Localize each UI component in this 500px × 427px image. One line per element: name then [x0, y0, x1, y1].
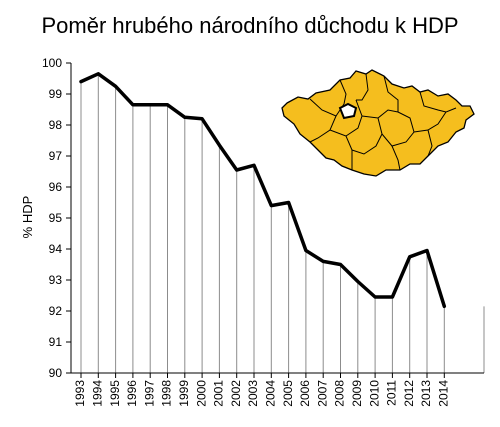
- prague-region: [338, 102, 358, 120]
- y-tick-label: 90: [49, 366, 63, 380]
- x-tick-label: 2007: [315, 380, 329, 407]
- x-tick-label: 2002: [229, 380, 243, 407]
- y-tick-label: 96: [49, 180, 63, 194]
- x-tick-label: 2008: [333, 380, 347, 407]
- x-tick-label: 2006: [298, 380, 312, 407]
- x-tick-label: 2000: [194, 380, 208, 407]
- x-tick-label: 2011: [385, 380, 399, 406]
- x-tick-label: 2014: [436, 380, 450, 407]
- x-tick-label: 1998: [160, 380, 174, 407]
- x-tick-label: 2010: [367, 380, 381, 407]
- chart-title: Poměr hrubého národního důchodu k HDP: [41, 13, 458, 38]
- x-tick-label: 2001: [212, 380, 226, 407]
- y-tick-label: 92: [49, 304, 63, 318]
- drop-lines: [80, 73, 485, 373]
- y-tick-label: 95: [49, 211, 63, 225]
- x-tick-label: 1993: [73, 380, 87, 407]
- y-tick-label: 99: [49, 87, 63, 101]
- czech-map-icon: [281, 69, 475, 177]
- series-line: [79, 72, 447, 309]
- y-tick-label: 97: [49, 149, 63, 163]
- x-ticks: 1993 1994 1995 1996 1997 1998 1999 2000 2001 2002…: [73, 373, 450, 407]
- x-tick-label: 2003: [246, 380, 260, 407]
- x-tick-label: 1996: [125, 380, 139, 407]
- czech-map-shape: [281, 69, 475, 177]
- region-borders: [309, 73, 457, 171]
- x-tick-label: 2013: [419, 380, 433, 407]
- x-tick-label: 1997: [142, 380, 156, 407]
- y-ticks: 90 91 92 93 94 95 96 97 98 99 100: [42, 56, 71, 380]
- y-tick-label: 93: [49, 273, 63, 287]
- y-axis-label: % HDP: [20, 196, 35, 239]
- y-tick-label: 98: [49, 118, 63, 132]
- x-tick-label: 2004: [263, 380, 277, 407]
- x-tick-label: 2012: [402, 380, 416, 407]
- x-tick-label: 2009: [350, 380, 364, 407]
- x-tick-label: 1995: [108, 380, 122, 407]
- x-tick-label: 1994: [90, 380, 104, 407]
- x-tick-label: 2005: [281, 380, 295, 407]
- y-tick-label: 91: [49, 335, 63, 349]
- y-tick-label: 100: [42, 56, 62, 70]
- x-tick-label: 1999: [177, 380, 191, 407]
- y-tick-label: 94: [49, 242, 63, 256]
